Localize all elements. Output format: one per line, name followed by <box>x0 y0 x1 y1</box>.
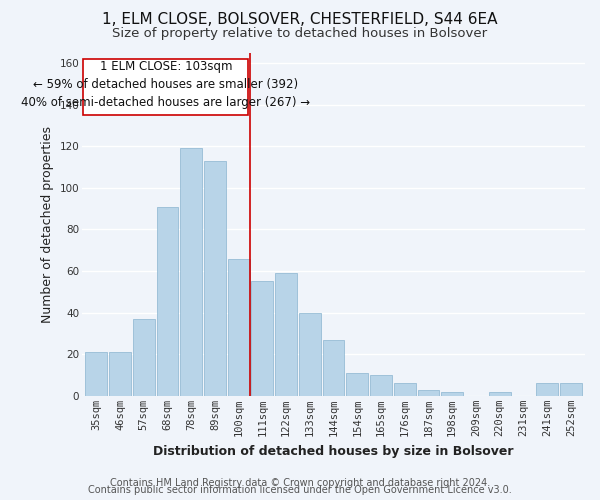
Bar <box>133 319 155 396</box>
Bar <box>346 373 368 396</box>
Bar <box>157 206 178 396</box>
Bar <box>536 384 558 396</box>
Bar <box>323 340 344 396</box>
Bar <box>394 384 416 396</box>
Bar <box>181 148 202 396</box>
Bar <box>204 160 226 396</box>
Bar <box>488 392 511 396</box>
Bar <box>228 258 250 396</box>
Bar <box>418 390 439 396</box>
Bar <box>370 375 392 396</box>
Text: Size of property relative to detached houses in Bolsover: Size of property relative to detached ho… <box>112 28 488 40</box>
Text: Contains HM Land Registry data © Crown copyright and database right 2024.: Contains HM Land Registry data © Crown c… <box>110 478 490 488</box>
Text: 1, ELM CLOSE, BOLSOVER, CHESTERFIELD, S44 6EA: 1, ELM CLOSE, BOLSOVER, CHESTERFIELD, S4… <box>102 12 498 28</box>
Bar <box>560 384 581 396</box>
Bar <box>251 282 274 396</box>
X-axis label: Distribution of detached houses by size in Bolsover: Distribution of detached houses by size … <box>154 444 514 458</box>
Bar <box>299 312 321 396</box>
Bar <box>109 352 131 396</box>
Text: Contains public sector information licensed under the Open Government Licence v3: Contains public sector information licen… <box>88 485 512 495</box>
Y-axis label: Number of detached properties: Number of detached properties <box>41 126 54 322</box>
Bar <box>85 352 107 396</box>
FancyBboxPatch shape <box>83 58 248 115</box>
Bar <box>441 392 463 396</box>
Text: 1 ELM CLOSE: 103sqm
← 59% of detached houses are smaller (392)
40% of semi-detac: 1 ELM CLOSE: 103sqm ← 59% of detached ho… <box>22 60 310 109</box>
Bar <box>275 273 297 396</box>
